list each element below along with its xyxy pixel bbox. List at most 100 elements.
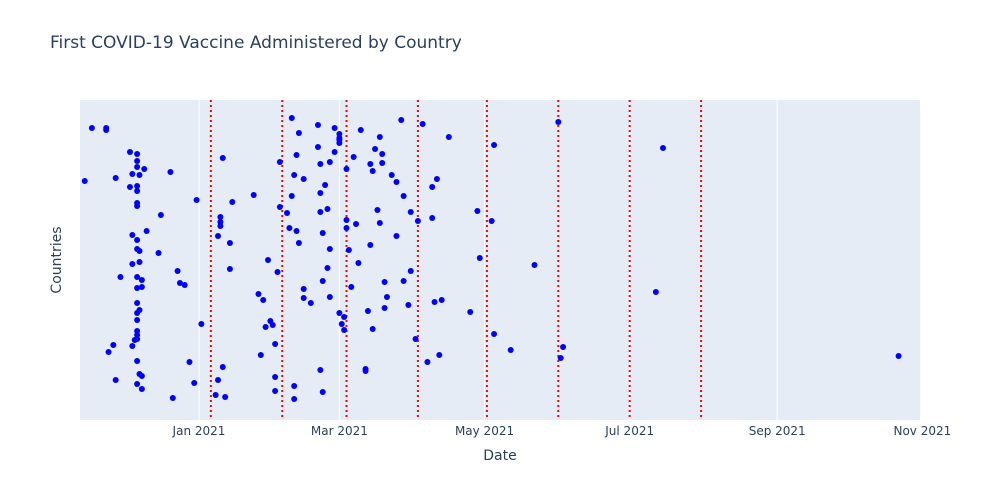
x-tick-label: May 2021 — [455, 424, 514, 438]
scatter-point — [531, 262, 538, 268]
scatter-point — [364, 308, 371, 314]
scatter-point — [383, 294, 390, 300]
scatter-point — [291, 383, 298, 389]
scatter-point — [652, 289, 659, 295]
scatter-point — [141, 166, 148, 172]
x-tick-label: Jan 2021 — [172, 424, 226, 438]
scatter-point — [255, 291, 262, 297]
scatter-point — [136, 259, 143, 265]
scatter-point — [555, 119, 562, 125]
scatter-point — [276, 204, 283, 210]
scatter-point — [376, 220, 383, 226]
scatter-point — [105, 349, 112, 355]
x-tick-label: Nov 2021 — [893, 424, 951, 438]
y-axis-title: Countries — [49, 226, 65, 293]
scatter-point — [431, 299, 438, 305]
scatter-point — [226, 240, 233, 246]
scatter-point — [353, 221, 360, 227]
scatter-point — [379, 151, 386, 157]
scatter-point — [476, 255, 483, 261]
scatter-point — [136, 172, 143, 178]
scatter-point — [136, 248, 143, 254]
scatter-point — [300, 176, 307, 182]
scatter-point — [393, 179, 400, 185]
scatter-point — [103, 127, 110, 133]
scatter-point — [134, 274, 141, 280]
scatter-point — [405, 302, 412, 308]
scatter-point — [134, 358, 141, 364]
scatter-point — [319, 278, 326, 284]
scatter-point — [257, 352, 264, 358]
scatter-point — [414, 218, 421, 224]
scatter-point — [219, 364, 226, 370]
scatter-point — [343, 225, 350, 231]
scatter-point — [134, 203, 141, 209]
scatter-point — [226, 266, 233, 272]
scatter-point — [112, 377, 119, 383]
scatter-point — [186, 359, 193, 365]
scatter-point — [367, 161, 374, 167]
scatter-point — [81, 178, 88, 184]
scatter-point — [215, 377, 222, 383]
scatter-point — [374, 207, 381, 213]
scatter-point — [348, 284, 355, 290]
scatter-point — [326, 159, 333, 165]
scatter-point — [350, 154, 357, 160]
x-tick-label: Mar 2021 — [311, 424, 368, 438]
scatter-point — [291, 172, 298, 178]
scatter-point — [326, 246, 333, 252]
scatter-point — [407, 209, 414, 215]
scatter-point — [317, 367, 324, 373]
scatter-point — [372, 146, 379, 152]
scatter-point — [129, 171, 136, 177]
scatter-point — [284, 210, 291, 216]
scatter-point — [193, 197, 200, 203]
scatter-point — [295, 240, 302, 246]
scatter-point — [288, 115, 295, 121]
scatter-point — [260, 297, 267, 303]
scatter-point — [436, 352, 443, 358]
scatter-point — [181, 282, 188, 288]
scatter-point — [229, 199, 236, 205]
scatter-point — [345, 247, 352, 253]
scatter-point — [491, 142, 498, 148]
scatter-point — [314, 144, 321, 150]
scatter-point — [369, 326, 376, 332]
scatter-point — [341, 327, 348, 333]
scatter-point — [376, 134, 383, 140]
scatter-point — [317, 190, 324, 196]
scatter-point — [393, 233, 400, 239]
scatter-point — [217, 223, 224, 229]
scatter-point — [134, 381, 141, 387]
scatter-point — [314, 122, 321, 128]
scatter-point — [407, 268, 414, 274]
scatter-point — [167, 169, 174, 175]
scatter-point — [343, 217, 350, 223]
scatter-point — [424, 359, 431, 365]
scatter-point — [126, 149, 133, 155]
scatter-point — [219, 155, 226, 161]
scatter-point — [138, 373, 145, 379]
scatter-point — [293, 228, 300, 234]
scatter-point — [274, 269, 281, 275]
scatter-point — [157, 212, 164, 218]
x-tick-labels: Jan 2021 Mar 2021 May 2021 Jul 2021 Sep 2021… — [172, 424, 952, 438]
scatter-point — [331, 149, 338, 155]
scatter-point — [467, 309, 474, 315]
scatter-point — [560, 344, 567, 350]
scatter-point — [134, 317, 141, 323]
scatter-point — [317, 161, 324, 167]
scatter-point — [272, 388, 279, 394]
scatter-point — [134, 237, 141, 243]
scatter-point — [286, 225, 293, 231]
scatter-point — [88, 125, 95, 131]
scatter-point — [369, 168, 376, 174]
scatter-point — [129, 261, 136, 267]
scatter-point — [357, 127, 364, 133]
scatter-point — [381, 279, 388, 285]
scatter-point — [126, 184, 133, 190]
scatter-point — [895, 353, 902, 359]
scatter-point — [134, 300, 141, 306]
scatter-point — [212, 392, 219, 398]
